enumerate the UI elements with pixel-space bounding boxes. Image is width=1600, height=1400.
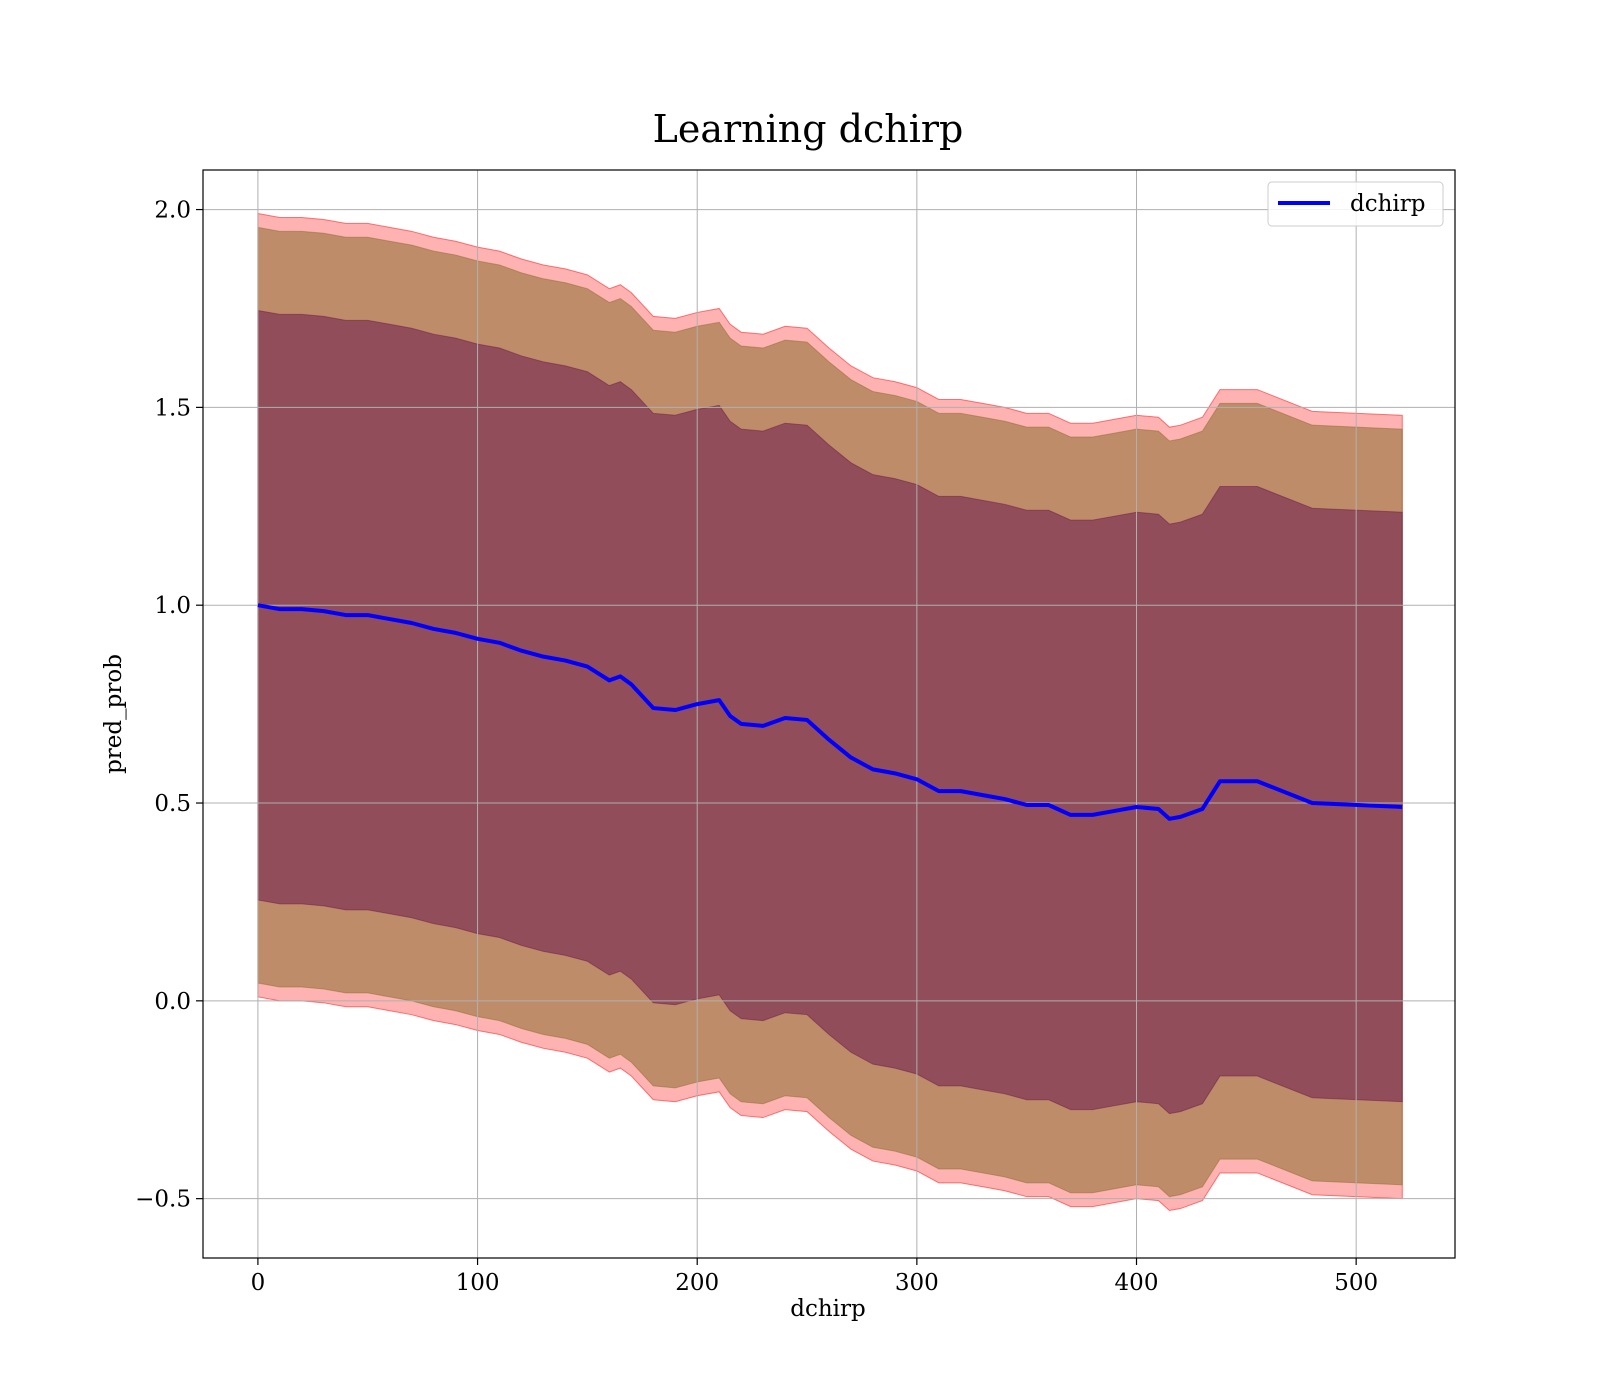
legend: dchirp xyxy=(1267,181,1444,227)
x-axis-ticks: 0 100 200 300 400 500 xyxy=(251,1258,1378,1296)
legend-entry-dchirp: dchirp xyxy=(1350,191,1426,217)
x-tick-label: 500 xyxy=(1334,1270,1378,1296)
series-lines xyxy=(257,603,1403,821)
y-axis-ticks: −0.5 0.0 0.5 1.0 1.5 2.0 xyxy=(135,198,203,1213)
y-tick-label: −0.5 xyxy=(135,1187,191,1213)
y-tick-label: 0.0 xyxy=(154,989,191,1015)
x-axis-label: dchirp xyxy=(790,1296,866,1322)
y-tick-label: 0.5 xyxy=(154,791,191,817)
y-tick-label: 1.0 xyxy=(154,593,191,619)
x-tick-label: 0 xyxy=(251,1270,266,1296)
plot-frame xyxy=(202,169,1456,1259)
y-axis-label: pred_prob xyxy=(101,654,127,774)
series-line-dchirp xyxy=(257,603,1403,821)
x-tick-label: 200 xyxy=(675,1270,719,1296)
confidence-bands xyxy=(257,212,1403,1212)
y-tick-label: 1.5 xyxy=(154,395,191,421)
y-tick-label: 2.0 xyxy=(154,198,191,224)
x-tick-label: 400 xyxy=(1115,1270,1159,1296)
grid-lines xyxy=(203,170,1455,1258)
band-inner xyxy=(257,309,1403,1115)
x-tick-label: 300 xyxy=(895,1270,939,1296)
chart-title: Learning dchirp xyxy=(653,107,964,151)
legend-box xyxy=(1267,181,1444,227)
x-tick-label: 100 xyxy=(456,1270,500,1296)
